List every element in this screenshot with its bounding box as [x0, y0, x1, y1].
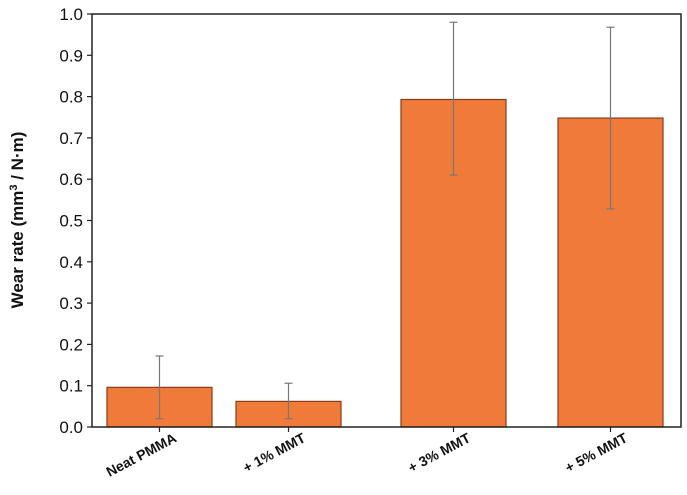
y-tick-label: 0.5 [59, 212, 83, 231]
y-axis-label-main: Wear rate (mm [8, 191, 27, 309]
x-tick-label: + 1% MMT [240, 429, 308, 475]
x-tick-label: + 5% MMT [562, 429, 630, 475]
y-tick-label: 0.3 [59, 294, 83, 313]
y-tick-label: 0.8 [59, 88, 83, 107]
x-tick-label: + 3% MMT [405, 429, 473, 475]
y-tick-label: 0.9 [59, 46, 83, 65]
y-tick-label: 0.0 [59, 418, 83, 437]
x-axis-ticks: Neat PMMA + 1% MMT + 3% MMT + 5% MMT [103, 427, 630, 480]
y-tick-label: 0.1 [59, 377, 83, 396]
y-tick-label: 0.4 [59, 253, 83, 272]
error-bars-group [155, 21, 615, 420]
bars-group [106, 98, 664, 428]
y-axis-ticks: 0.0 0.1 0.2 0.3 0.4 0.5 0.6 0.7 0.8 0.9 1.0 [59, 5, 92, 437]
y-axis-label: Wear rate (mm3 / N·m) [8, 132, 27, 309]
x-tick-label: Neat PMMA [103, 430, 179, 480]
y-axis-label-superscript: 3 [8, 184, 20, 190]
y-axis-label-rest: / N·m) [8, 132, 27, 185]
y-tick-label: 0.2 [59, 335, 83, 354]
y-tick-label: 1.0 [59, 5, 83, 24]
y-tick-label: 0.7 [59, 129, 83, 148]
y-tick-label: 0.6 [59, 170, 83, 189]
